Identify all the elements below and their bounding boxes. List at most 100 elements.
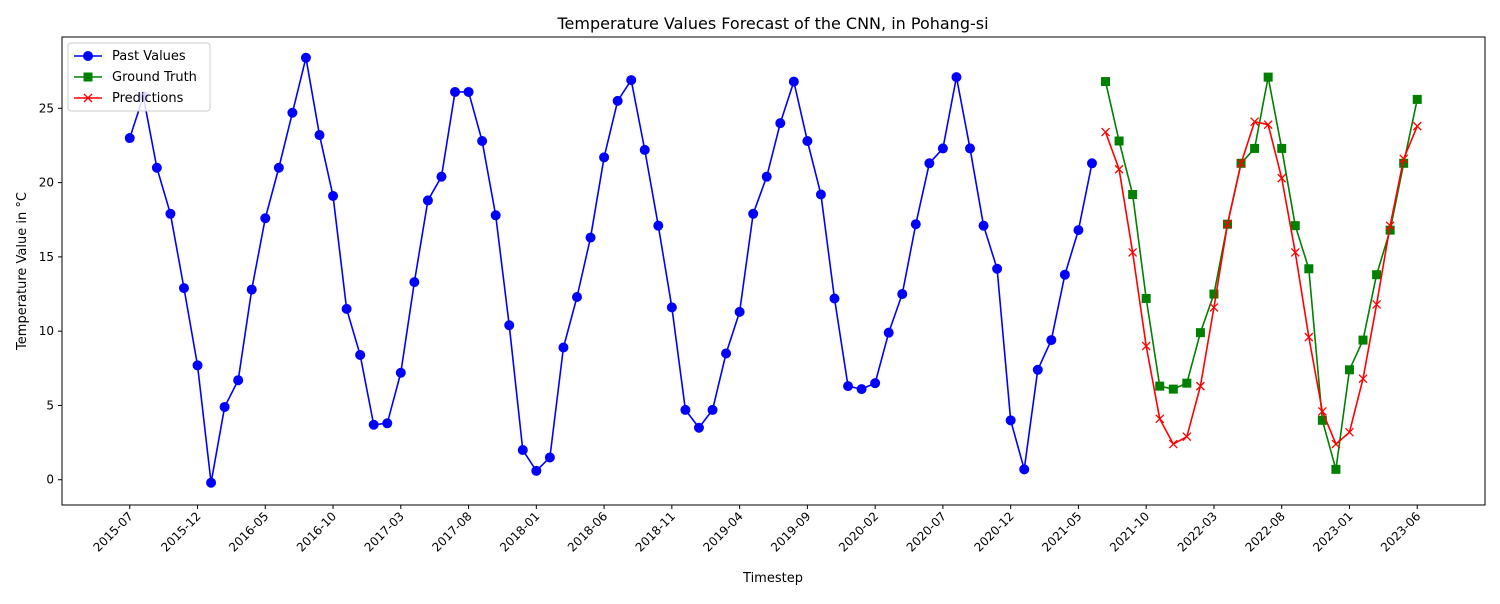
data-point [1073,225,1084,236]
x-tick-label: 2019-04 [700,509,745,554]
data-point [829,293,840,304]
data-point [287,107,298,118]
x-tick-label: 2016-05 [226,509,271,554]
legend-item: Predictions [74,91,184,106]
data-point [653,220,664,231]
data-point [1209,302,1219,312]
y-tick-label: 15 [39,250,54,264]
data-point [1086,158,1097,169]
data-point [1128,189,1138,199]
data-point [300,52,311,63]
data-point [192,360,203,371]
x-tick-label: 2022-08 [1242,509,1287,554]
data-point [1358,374,1368,384]
data-point [1385,221,1395,231]
data-point [1290,247,1300,257]
plot-frame [61,36,1486,506]
legend-label: Predictions [112,91,184,106]
data-point [1317,406,1327,416]
data-point [1331,439,1341,449]
legend-marker [83,93,93,103]
data-point [788,76,799,87]
data-point [680,404,691,415]
x-tick-label: 2019-09 [768,509,813,554]
legend-label: Ground Truth [112,70,197,85]
series-layer [124,52,1422,488]
x-tick-label: 2015-12 [158,509,203,554]
x-tick-label: 2021-05 [1039,509,1084,554]
data-point [707,404,718,415]
data-point [436,171,447,182]
data-point [233,375,244,386]
data-point [599,152,610,163]
data-point [1046,335,1057,346]
data-point [937,143,948,154]
data-point [666,302,677,313]
x-tick-label: 2016-10 [294,509,339,554]
data-point [1358,335,1368,345]
series-line [1104,120,1418,445]
data-point [965,143,976,154]
data-point [1005,415,1016,426]
x-tick-label: 2015-07 [91,509,136,554]
data-point [612,95,623,106]
legend-label: Past Values [112,49,186,64]
series-line [1104,76,1419,471]
data-point [151,162,162,173]
data-point [1195,328,1205,338]
data-point [246,284,257,295]
data-point [341,303,352,314]
data-point [450,86,461,97]
y-tick-label: 20 [39,176,54,190]
series-past [124,52,1097,488]
data-point [1304,264,1314,274]
data-point [639,144,650,155]
data-point [843,381,854,392]
series-predictions [1101,117,1422,449]
data-point [1250,143,1260,153]
data-point [1344,365,1354,375]
data-point [219,401,230,412]
data-point [1101,127,1110,137]
data-point [585,232,596,243]
y-axis-label: Temperature Value in °C [15,192,30,351]
data-point [544,452,555,463]
data-point [1209,289,1219,299]
legend-marker [83,72,93,82]
data-point [368,419,379,430]
x-tick-label: 2021-10 [1107,509,1152,554]
data-point [910,219,921,230]
data-point [422,195,433,206]
data-point [1263,72,1273,82]
data-point [517,445,528,456]
data-point [748,208,759,219]
data-point [1128,247,1138,257]
data-point [395,367,406,378]
data-point [1032,364,1043,375]
x-tick-label: 2017-03 [362,509,407,554]
data-point [1236,158,1246,168]
data-point [1182,378,1192,388]
data-point [477,136,488,146]
data-point [1372,299,1382,309]
x-tick-label: 2023-01 [1310,509,1355,554]
data-point [1114,136,1124,146]
data-point [382,418,393,429]
data-point [1399,154,1409,164]
data-point [870,378,881,389]
data-point [978,220,989,231]
data-point [802,136,813,146]
data-point [693,422,704,433]
data-point [463,86,474,97]
data-point [328,190,339,201]
chart-title: Temperature Values Forecast of the CNN, … [556,14,988,33]
data-point [734,306,745,317]
data-point [558,342,569,353]
data-point [314,130,325,141]
data-point [504,320,515,331]
data-point [1263,120,1273,130]
data-point [1168,439,1178,449]
data-point [897,289,908,300]
